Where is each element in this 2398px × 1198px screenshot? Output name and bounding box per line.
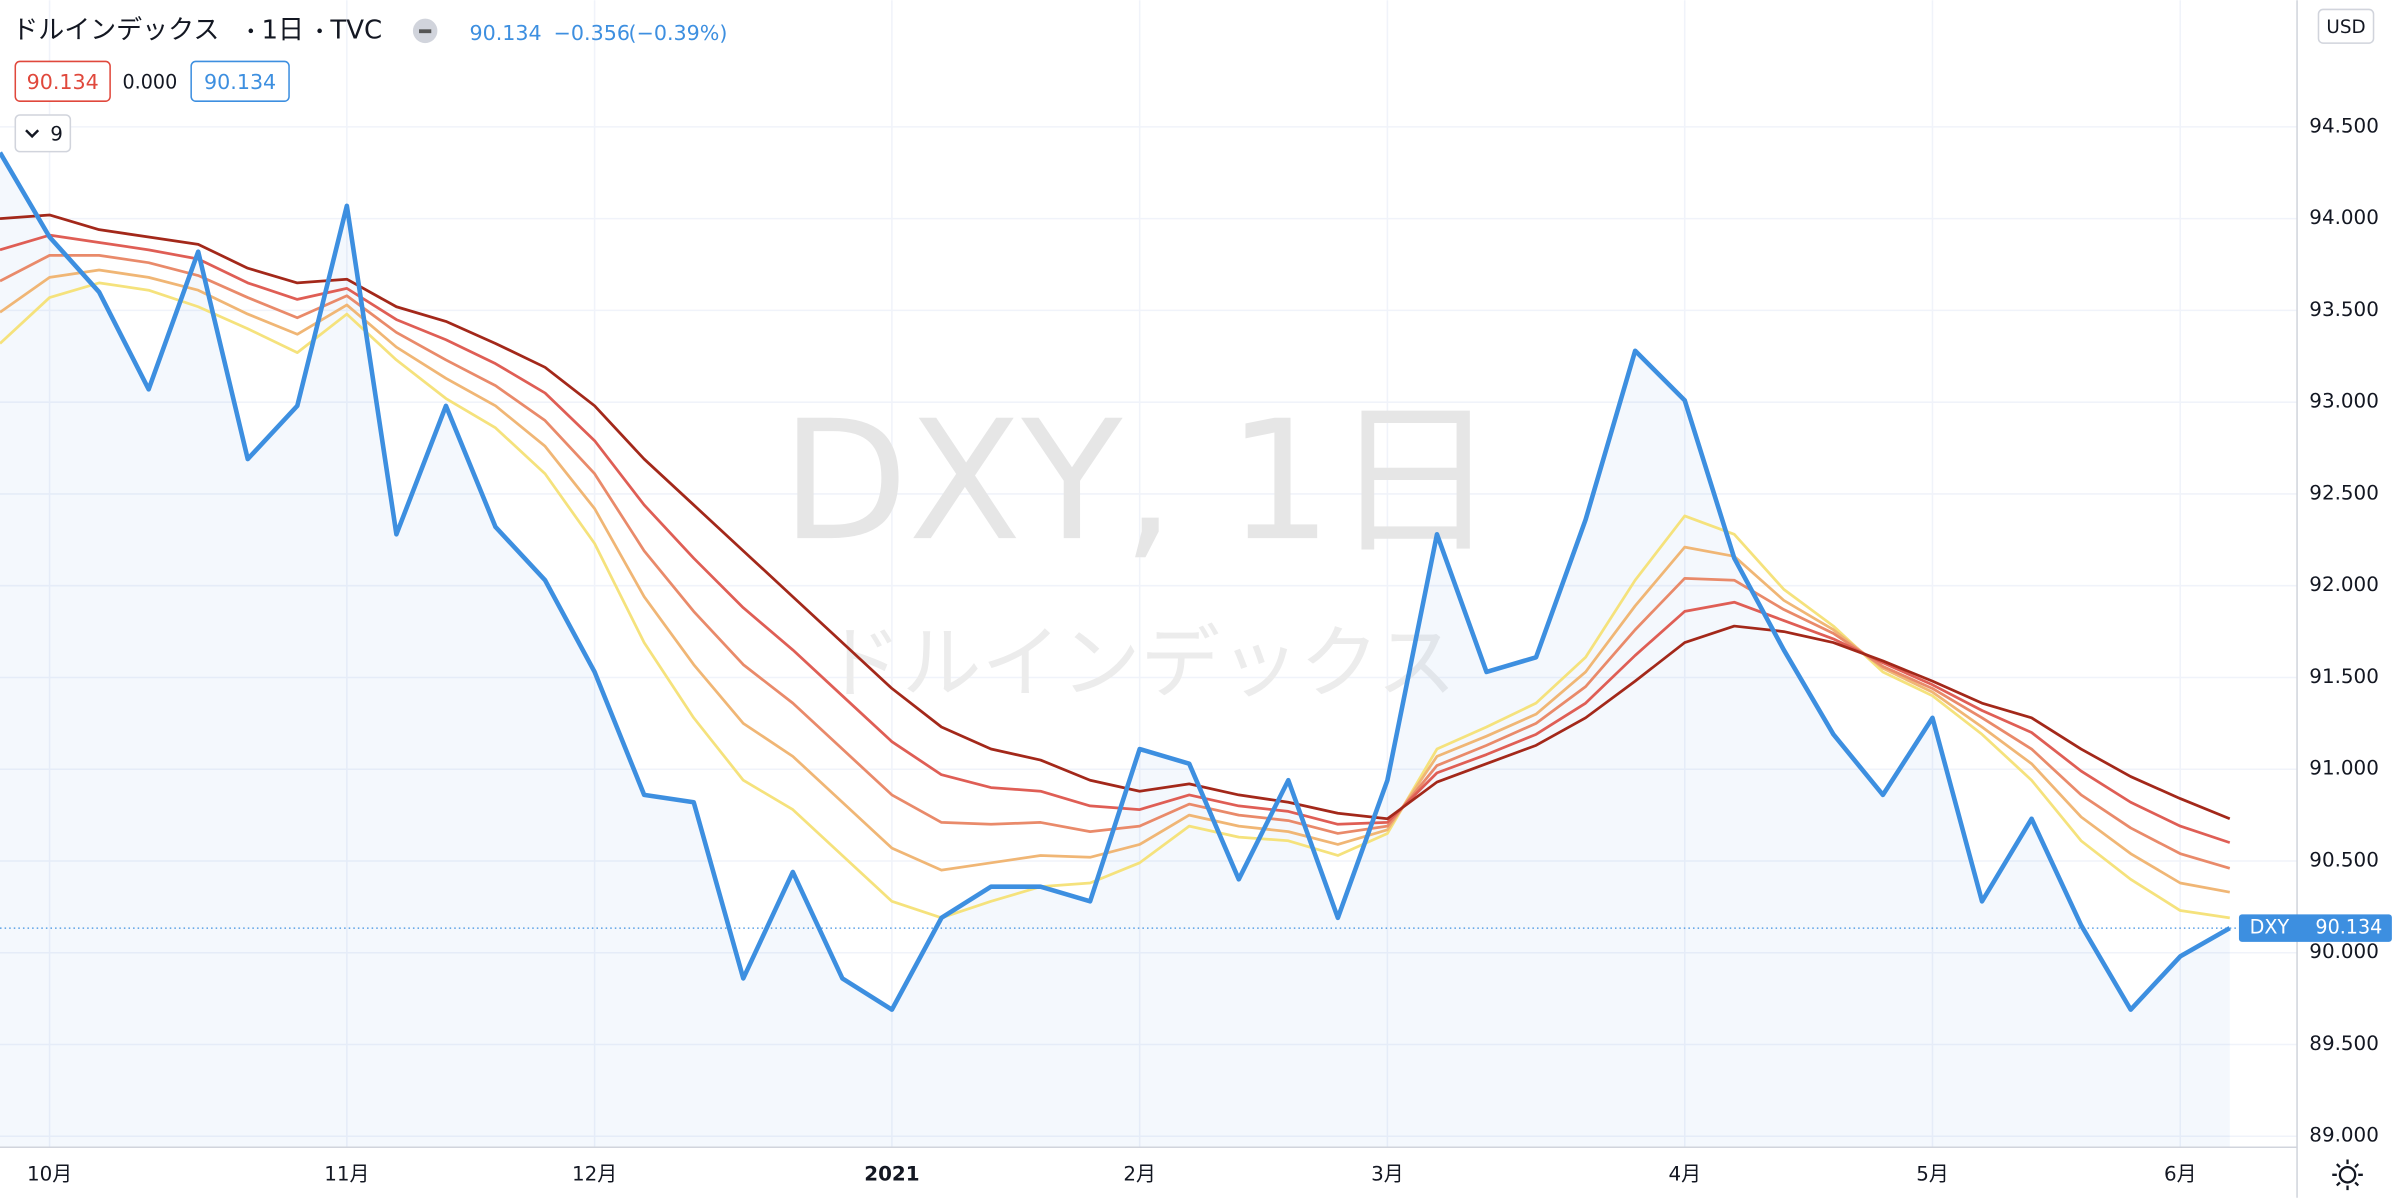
last-price: 90.134	[470, 21, 542, 45]
change: −0.356	[554, 21, 630, 45]
symbol: ドルインデックス	[12, 15, 219, 45]
x-tick-label: 2021	[864, 1162, 919, 1185]
status-icon-bar	[419, 29, 432, 34]
indicator-value: 0.000	[123, 70, 178, 93]
x-tick-label: 3月	[1371, 1162, 1404, 1185]
ma-line	[0, 213, 2231, 821]
price-area	[0, 152, 2230, 1148]
price-line	[0, 151, 2231, 1012]
dot	[317, 28, 322, 34]
x-tick-label: 4月	[1668, 1162, 1701, 1185]
indicator-value: 90.134	[27, 70, 99, 94]
y-tick-label: 92.500	[2309, 481, 2379, 504]
exchange: TVC	[329, 15, 382, 45]
indicator-value: 90.134	[204, 70, 276, 94]
y-tick-label: 91.000	[2309, 757, 2379, 780]
x-tick-label: 11月	[324, 1162, 369, 1185]
currency-button[interactable]	[2317, 8, 2375, 44]
x-tick-label: 10月	[27, 1162, 72, 1185]
y-tick-label: 92.000	[2309, 573, 2379, 596]
indicator-box[interactable]	[190, 60, 290, 102]
watermark-title: DXY, 1日	[781, 385, 1497, 577]
x-tick-label: 2月	[1123, 1162, 1156, 1185]
change-pct: (−0.39%)	[629, 21, 728, 45]
y-tick-label: 93.500	[2309, 298, 2379, 321]
collapse-count: 9	[50, 122, 63, 145]
y-tick-label: 89.500	[2309, 1032, 2379, 1055]
y-tick-label: 94.500	[2309, 114, 2379, 137]
chevron	[25, 129, 40, 139]
y-tick-label: 91.500	[2309, 665, 2379, 688]
x-tick-label: 5月	[1916, 1162, 1949, 1185]
dot	[248, 28, 254, 34]
y-tick-label: 89.000	[2309, 1124, 2379, 1147]
gear	[2338, 1166, 2357, 1184]
y-tick-label: 90.000	[2309, 940, 2379, 963]
grid	[0, 0, 2298, 1148]
plot	[0, 151, 2298, 1148]
y-tick-label: 90.500	[2309, 848, 2379, 871]
price-tag-symbol: DXY	[2250, 916, 2290, 939]
currency: USD	[2326, 17, 2365, 38]
price-tag	[2238, 914, 2392, 942]
x-tick-label: 6月	[2164, 1162, 2197, 1185]
indicator-box[interactable]	[14, 60, 111, 102]
collapse-button[interactable]	[14, 114, 72, 153]
header: ドルインデックス 1日 TVC 90.134 −0.356 (−0.39%) 9…	[12, 15, 728, 153]
x-tick-label: 12月	[572, 1162, 617, 1185]
y-tick-label: 93.000	[2309, 390, 2379, 413]
interval: 1日	[262, 15, 305, 45]
y-tick-label: 94.000	[2309, 206, 2379, 229]
price-tag-value: 90.134	[2315, 916, 2382, 939]
watermark-subtitle: ドルインデックス	[822, 617, 1456, 710]
